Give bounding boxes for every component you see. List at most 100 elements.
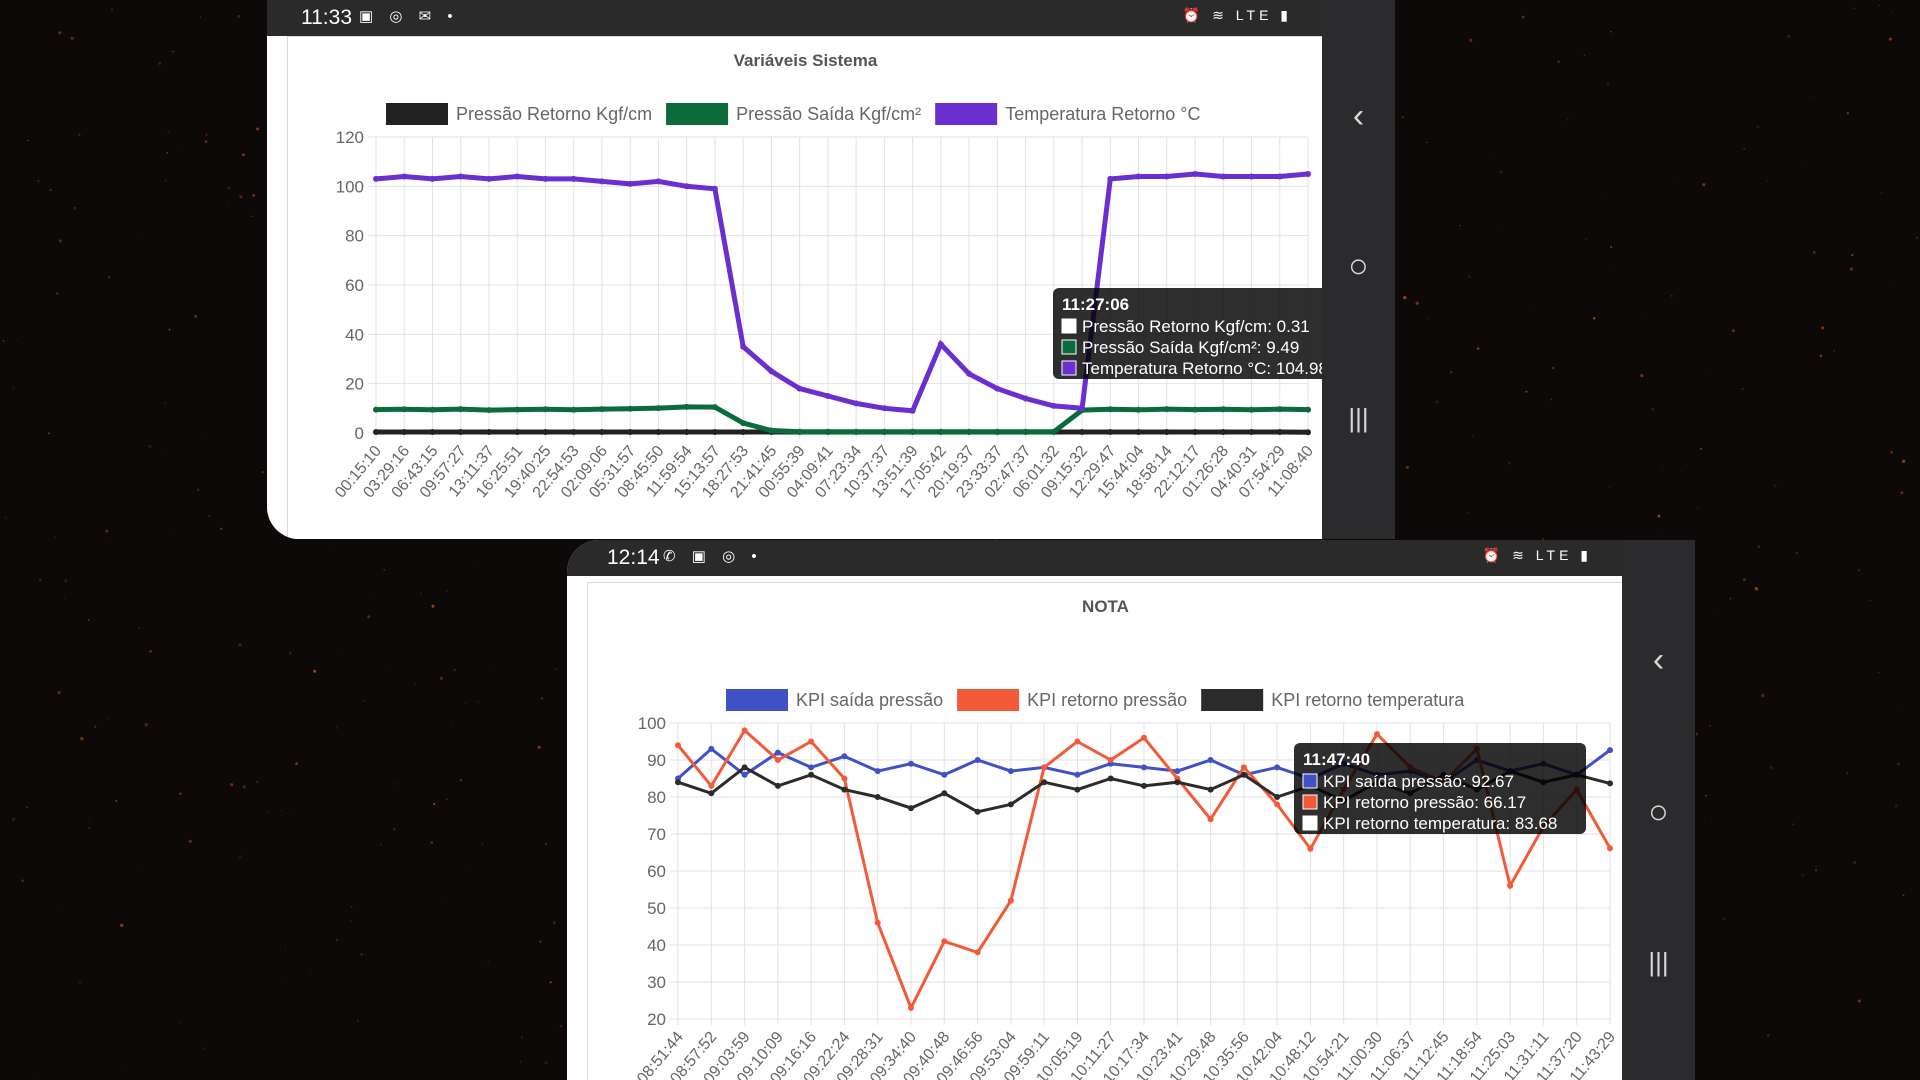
star: [267, 811, 270, 813]
star: [208, 515, 211, 518]
star: [1468, 275, 1471, 278]
data-point: [1248, 173, 1255, 180]
star: [1849, 267, 1854, 271]
star: [1403, 296, 1407, 300]
back-button[interactable]: ‹: [1652, 641, 1665, 679]
data-point: [598, 178, 605, 185]
star: [1704, 371, 1707, 373]
recents-button[interactable]: |||: [1348, 403, 1369, 433]
star: [73, 206, 77, 210]
star: [1585, 238, 1588, 241]
star: [1902, 459, 1906, 463]
star: [340, 650, 342, 652]
star: [1890, 450, 1894, 454]
star: [205, 133, 208, 136]
star: [1916, 236, 1918, 239]
data-point: [853, 400, 860, 407]
star: [1832, 349, 1835, 352]
star: [4, 517, 7, 519]
star: [333, 550, 336, 552]
data-point: [457, 406, 464, 413]
star: [220, 527, 223, 531]
star: [1660, 466, 1663, 469]
star: [1739, 864, 1741, 866]
y-tick-label: 80: [345, 227, 364, 246]
data-point: [1050, 402, 1057, 409]
star: [2, 340, 5, 342]
data-point: [1240, 771, 1247, 778]
star: [89, 820, 91, 822]
star: [137, 867, 139, 869]
star: [58, 239, 62, 243]
star: [336, 727, 338, 729]
star: [1821, 326, 1825, 330]
star: [57, 691, 61, 695]
home-button[interactable]: ○: [1648, 793, 1669, 831]
data-point: [1079, 405, 1086, 412]
legend-label: KPI retorno temperatura: [1271, 690, 1465, 710]
data-point: [655, 178, 662, 185]
star: [1742, 578, 1746, 582]
star: [1395, 443, 1397, 446]
star: [1900, 491, 1904, 495]
star: [37, 180, 40, 182]
star: [1415, 301, 1419, 305]
star: [1657, 529, 1659, 531]
star: [105, 529, 109, 533]
line-chart[interactable]: Pressão Retorno Kgf/cm Pressão Saída Kgf/…: [288, 37, 1323, 539]
tooltip-color-box: [1061, 360, 1077, 376]
star: [1525, 390, 1528, 393]
star: [166, 151, 169, 154]
data-point: [401, 429, 408, 435]
star: [1640, 373, 1644, 378]
star: [360, 953, 363, 956]
star: [1869, 599, 1871, 602]
star: [1761, 693, 1765, 698]
star: [1695, 732, 1699, 736]
line-chart[interactable]: KPI saída pressão KPI retorno pressão KPI …: [588, 583, 1623, 1080]
star: [1851, 254, 1854, 257]
star: [1542, 538, 1545, 541]
home-button[interactable]: ○: [1348, 247, 1369, 285]
data-point: [627, 180, 634, 187]
star: [1810, 95, 1812, 98]
star: [467, 869, 469, 871]
star: [308, 969, 311, 972]
data-point: [1276, 173, 1283, 180]
data-point: [966, 428, 973, 435]
star: [356, 1019, 359, 1022]
data-point: [941, 771, 948, 778]
data-point: [1192, 171, 1198, 177]
star: [1806, 162, 1808, 164]
data-point: [1007, 897, 1014, 904]
data-point: [1507, 882, 1514, 889]
data-point: [1305, 171, 1311, 177]
back-button[interactable]: ‹: [1352, 97, 1365, 135]
star: [283, 983, 285, 985]
star: [1704, 819, 1706, 821]
tooltip: 11:27:06 Pressão Retorno Kgf/cm: 0.31 Pres…: [1053, 288, 1323, 379]
star: [251, 215, 254, 218]
data-point: [937, 428, 944, 435]
data-point: [1607, 747, 1613, 754]
star: [11, 817, 16, 821]
y-tick-label: 100: [336, 177, 364, 196]
star: [1401, 115, 1405, 119]
star: [194, 314, 198, 318]
tooltip-title: 11:27:06: [1062, 295, 1129, 314]
legend-swatch: [1201, 689, 1264, 711]
star: [367, 615, 371, 619]
star: [158, 61, 162, 65]
star: [78, 980, 82, 984]
data-point: [1107, 757, 1114, 763]
star: [169, 533, 171, 536]
data-point: [1274, 764, 1281, 771]
recents-button[interactable]: |||: [1648, 947, 1669, 977]
star: [158, 73, 160, 75]
star: [125, 1066, 127, 1068]
tooltip-color-box: [1061, 318, 1077, 334]
star: [1450, 371, 1453, 374]
data-point: [796, 428, 803, 435]
tooltip-row: KPI retorno temperatura: 83.68: [1323, 814, 1557, 833]
star: [472, 562, 475, 565]
